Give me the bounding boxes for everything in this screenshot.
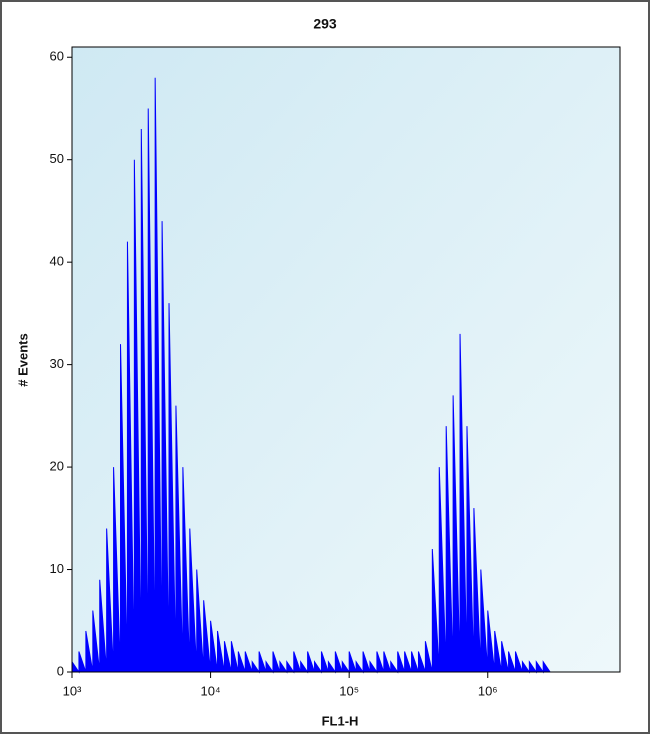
histogram-area bbox=[71, 77, 571, 674]
y-tick-label: 60 bbox=[50, 49, 64, 64]
y-tick-label: 10 bbox=[50, 561, 64, 576]
y-tick-label: 30 bbox=[50, 356, 64, 371]
y-tick-label: 0 bbox=[57, 663, 64, 678]
x-tick-label: 10⁶ bbox=[478, 683, 498, 698]
x-tick-label: 10³ bbox=[63, 683, 82, 698]
y-tick-label: 50 bbox=[50, 151, 64, 166]
chart-title: 293 bbox=[313, 16, 337, 32]
y-tick-label: 40 bbox=[50, 254, 64, 269]
x-tick-label: 10⁴ bbox=[201, 683, 221, 698]
y-tick-label: 20 bbox=[50, 459, 64, 474]
x-axis-label: FL1-H bbox=[322, 713, 359, 728]
y-axis-label: # Events bbox=[15, 333, 30, 386]
x-tick-label: 10⁵ bbox=[339, 683, 359, 698]
plot-border bbox=[71, 46, 621, 673]
